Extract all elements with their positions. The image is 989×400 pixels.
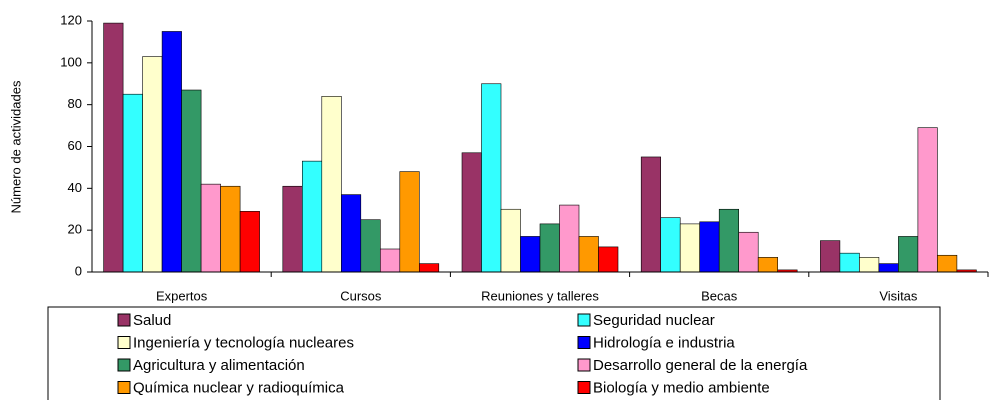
bar bbox=[679, 223, 701, 273]
y-tick-label: 40 bbox=[68, 180, 82, 195]
bar bbox=[239, 211, 260, 273]
bar bbox=[181, 89, 202, 273]
bar bbox=[718, 208, 740, 273]
bar bbox=[640, 156, 662, 273]
legend-swatch bbox=[117, 313, 131, 327]
bar bbox=[481, 83, 502, 273]
y-tick-label: 80 bbox=[68, 96, 82, 111]
legend-swatch bbox=[577, 358, 591, 372]
bar bbox=[937, 254, 958, 273]
legend-swatch bbox=[577, 313, 591, 327]
legend-label: Seguridad nuclear bbox=[593, 312, 715, 329]
bar bbox=[379, 248, 401, 273]
legend-label: Agricultura y alimentación bbox=[133, 357, 305, 374]
bar bbox=[360, 219, 381, 273]
bar bbox=[839, 252, 860, 273]
x-tick-label: Visitas bbox=[879, 288, 918, 303]
bar bbox=[500, 208, 521, 273]
bar bbox=[898, 236, 919, 273]
bar bbox=[699, 221, 720, 273]
bar bbox=[200, 183, 221, 273]
bar bbox=[220, 185, 241, 273]
legend-swatch bbox=[577, 381, 591, 394]
legend-swatch bbox=[117, 381, 131, 394]
bar bbox=[301, 160, 323, 273]
x-tick-label: Becas bbox=[701, 288, 738, 303]
bar bbox=[399, 171, 420, 273]
bar bbox=[103, 22, 124, 273]
bar bbox=[878, 263, 899, 273]
legend-swatch bbox=[117, 336, 131, 349]
bar bbox=[738, 231, 759, 273]
legend-box bbox=[47, 306, 941, 400]
y-tick-label: 60 bbox=[68, 138, 82, 153]
legend-label: Salud bbox=[133, 312, 171, 329]
bar bbox=[461, 152, 482, 273]
y-tick-label: 100 bbox=[60, 54, 82, 69]
legend-swatch bbox=[117, 358, 131, 372]
y-axis-label: Número de actividades bbox=[8, 80, 23, 213]
bar bbox=[161, 31, 182, 273]
bar bbox=[598, 246, 619, 273]
bar bbox=[757, 257, 779, 273]
bar bbox=[660, 217, 681, 273]
bar bbox=[539, 223, 560, 273]
bar bbox=[340, 194, 362, 273]
y-tick-label: 20 bbox=[68, 222, 82, 237]
bar bbox=[520, 236, 541, 273]
bar bbox=[418, 263, 440, 273]
legend-label: Biología y medio ambiente bbox=[593, 379, 770, 396]
bar bbox=[559, 204, 580, 273]
x-tick-label: Expertos bbox=[156, 288, 208, 303]
bar bbox=[122, 93, 143, 273]
bar bbox=[859, 257, 880, 273]
bar bbox=[282, 185, 303, 273]
y-tick-label: 120 bbox=[60, 12, 82, 27]
legend-label: Ingeniería y tecnología nucleares bbox=[133, 334, 354, 351]
bar bbox=[321, 96, 342, 273]
legend-swatch bbox=[577, 336, 591, 349]
legend-label: Química nuclear y radioquímica bbox=[133, 379, 345, 396]
bar bbox=[917, 127, 938, 273]
x-tick-label: Reuniones y talleres bbox=[481, 288, 599, 303]
bar bbox=[142, 56, 163, 273]
x-tick-label: Cursos bbox=[340, 288, 382, 303]
y-tick-label: 0 bbox=[75, 263, 82, 278]
legend-label: Hidrología e industria bbox=[593, 334, 735, 351]
bar bbox=[578, 236, 599, 273]
legend-label: Desarrollo general de la energía bbox=[593, 357, 808, 374]
bar bbox=[820, 240, 841, 273]
